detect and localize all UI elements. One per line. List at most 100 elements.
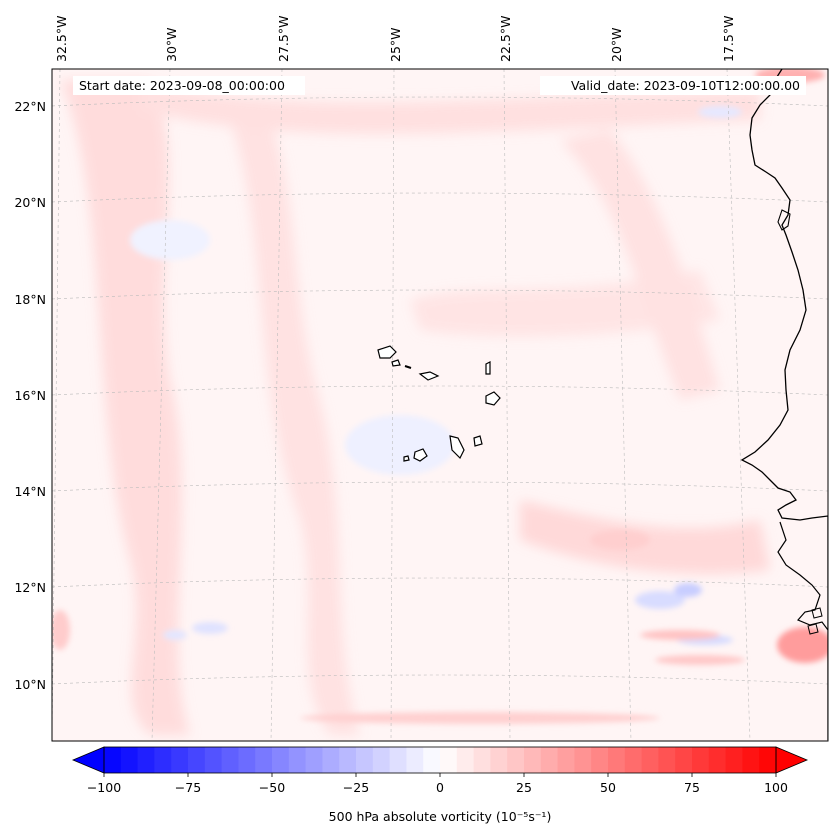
island-sao-nicolau [418,371,440,381]
island-sao-vicente [391,359,401,367]
colorbar-tick-label: −50 [259,780,285,795]
colorbar-label: 500 hPa absolute vorticity (10⁻⁵s⁻¹) [329,809,552,824]
parallel-gridline [52,674,828,685]
colorbar-cell [725,747,743,773]
colorbar-tick-label: 100 [764,780,788,795]
colorbar-cell [507,747,525,773]
bijagos-island [811,607,823,619]
colorbar-cell [339,747,357,773]
colorbar-cell [137,747,155,773]
colorbar-tick-label: −100 [87,780,121,795]
lon-label: 17.5°W [721,16,736,62]
island-boa-vista [485,391,501,406]
colorbar-cell [389,747,407,773]
colorbar-cell [641,747,659,773]
colorbar-cell [322,747,340,773]
lat-label: 10°N [14,677,46,692]
island-santiago [449,435,465,460]
colorbar-tick-label: 0 [436,780,444,795]
colorbar-cell [272,747,290,773]
colorbar-cell [742,747,760,773]
valid-date-label: Valid_date: 2023-09-10T12:00:00.00 [571,78,800,93]
bijagos-island [807,623,819,635]
valid-date-box [540,76,806,95]
parallel-gridline [52,192,828,203]
lon-label: 27.5°W [276,16,291,62]
parallel-gridline [52,96,828,107]
lat-label: 22°N [14,99,46,114]
vorticity-negative-patch [345,415,455,475]
lat-label: 12°N [14,580,46,595]
island-fogo [413,448,428,462]
colorbar-cell [440,747,458,773]
island-maio [473,435,483,447]
colorbar-cell [692,747,710,773]
lat-label: 20°N [14,195,46,210]
colorbar-cell [104,747,122,773]
latitude-labels: 22°N 20°N 18°N 16°N 14°N 12°N 10°N [14,99,46,692]
colorbar-cells [104,747,777,773]
colorbar-cell [574,747,592,773]
colorbar-cell [759,747,777,773]
map-frame [51,68,829,742]
vorticity-band [560,130,720,400]
vorticity-positive-patch [52,610,70,650]
lat-label: 14°N [14,484,46,499]
map-panel: Start date: 2023-09-08_00:00:00 Valid_da… [14,16,829,742]
vorticity-positive-patch [640,630,720,640]
vorticity-negative-patch [130,220,210,260]
meridian-gridline [270,69,283,741]
colorbar-tick-label: 25 [516,780,532,795]
colorbar-cell [204,747,223,773]
colorbar-cell [540,747,559,773]
vorticity-positive-patch [300,712,660,724]
lon-label: 32.5°W [54,16,69,62]
cape-verde-islands [377,345,501,462]
lat-label: 18°N [14,292,46,307]
vorticity-negative-patch [674,583,702,597]
africa-coastline [740,69,828,740]
vorticity-negative-patch [163,630,187,640]
vorticity-positive-patch [777,627,828,663]
parallel-gridline [52,385,828,396]
vorticity-negative-patch [698,106,742,118]
colorbar-cell [591,747,609,773]
coast-banc-d-arguin [777,209,791,231]
lon-label: 22.5°W [498,16,513,62]
colorbar-cell [423,747,441,773]
meridian-gridline [726,69,751,741]
colorbar-extend-low [71,746,105,774]
colorbar-tick-label: 75 [684,780,700,795]
island-santa-luzia [404,365,412,369]
lat-label: 16°N [14,388,46,403]
lon-label: 25°W [388,27,403,62]
meridian-gridline [52,69,61,741]
meridian-gridline [503,69,511,741]
colorbar-extend-high [775,746,809,774]
vorticity-positive-patch [590,530,650,550]
colorbar-cell [490,747,508,773]
colorbar-cell [708,747,727,773]
vorticity-band [140,80,760,134]
gridlines [52,69,828,741]
colorbar-cell [154,747,172,773]
colorbar-cell [171,747,189,773]
colorbar-tick-label: 50 [600,780,616,795]
meridian-gridline [151,69,171,741]
colorbar-cell [238,747,256,773]
colorbar-cell [524,747,542,773]
start-date-label: Start date: 2023-09-08_00:00:00 [79,78,285,93]
colorbar-cell [188,747,206,773]
parallel-gridline [52,577,828,588]
colorbar-cell [221,747,239,773]
island-santo-antao [377,345,397,359]
parallel-gridline [52,481,828,492]
colorbar-cell [120,747,139,773]
colorbar-cell [624,747,643,773]
meridian-gridline [390,69,395,741]
colorbar-cell [372,747,391,773]
colorbar-cell [608,747,626,773]
colorbar-tick-label: −25 [343,780,369,795]
colorbar-ticks: −100 −75 −50 −25 0 25 50 75 100 [87,773,788,795]
start-date-box [73,76,305,95]
